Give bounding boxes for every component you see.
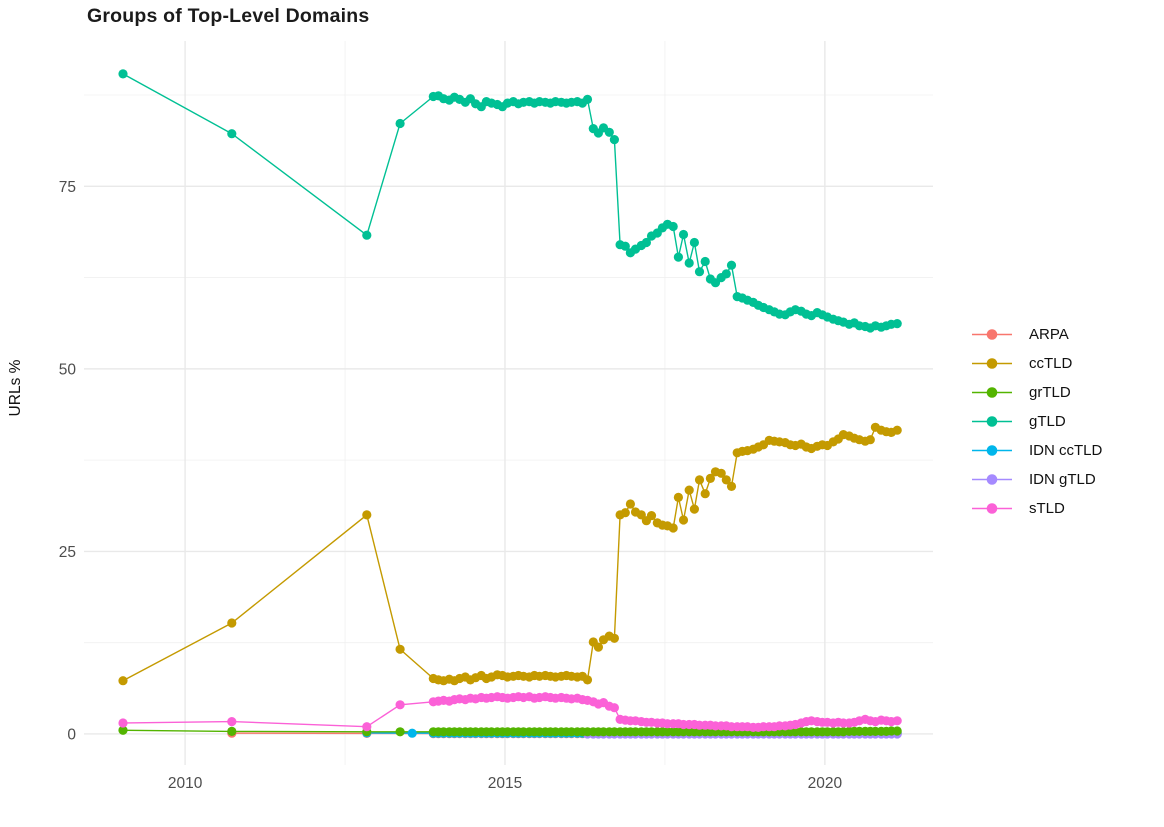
series-points-grTLD bbox=[118, 725, 902, 737]
data-point bbox=[118, 718, 128, 728]
data-point bbox=[620, 241, 630, 251]
data-point bbox=[892, 319, 902, 329]
data-point bbox=[726, 481, 737, 491]
data-point bbox=[362, 230, 372, 240]
data-point bbox=[673, 492, 684, 502]
data-point bbox=[668, 221, 678, 232]
legend-label: gTLD bbox=[1029, 413, 1066, 430]
series-line-gTLD bbox=[122, 73, 898, 329]
y-tick-label: 50 bbox=[59, 361, 77, 378]
data-point bbox=[609, 633, 620, 643]
legend-label: ccTLD bbox=[1029, 355, 1073, 372]
series-points-ccTLD bbox=[118, 422, 902, 686]
data-point bbox=[684, 258, 694, 268]
data-point bbox=[362, 722, 372, 732]
data-point bbox=[705, 473, 716, 483]
chart-title: Groups of Top-Level Domains bbox=[87, 5, 370, 27]
data-point bbox=[395, 644, 405, 654]
legend-key-icon bbox=[972, 329, 1012, 340]
x-tick-label: 2015 bbox=[488, 775, 522, 792]
data-point bbox=[227, 618, 237, 628]
series-lines bbox=[122, 73, 898, 735]
data-point bbox=[118, 69, 128, 79]
data-point bbox=[678, 229, 689, 240]
gridlines-major bbox=[84, 41, 933, 765]
legend-item-IDN-gTLD: IDN gTLD bbox=[971, 465, 1102, 494]
legend-key-icon bbox=[972, 387, 1012, 398]
data-point bbox=[678, 515, 689, 525]
legend-label: grTLD bbox=[1029, 384, 1071, 401]
data-point bbox=[700, 256, 710, 267]
data-point bbox=[582, 675, 593, 685]
x-tick-label: 2020 bbox=[808, 775, 843, 792]
legend-item-grTLD: grTLD bbox=[971, 378, 1102, 407]
legend-label: IDN ccTLD bbox=[1029, 442, 1103, 459]
data-point bbox=[694, 475, 705, 485]
data-point bbox=[118, 725, 128, 735]
data-point bbox=[668, 523, 678, 533]
data-point bbox=[684, 485, 694, 495]
legend: ARPA ccTLD grTLD gTLD IDN ccTLD IDN gTLD sTLD bbox=[971, 320, 1102, 523]
legend-label: ARPA bbox=[1029, 326, 1069, 343]
legend-key-icon bbox=[972, 474, 1012, 485]
legend-key-icon bbox=[972, 416, 1012, 427]
data-point bbox=[721, 269, 731, 279]
data-point bbox=[609, 135, 620, 145]
legend-key-icon bbox=[972, 503, 1012, 514]
legend-key-icon bbox=[972, 358, 1012, 369]
y-tick-label: 25 bbox=[59, 544, 76, 561]
legend-label: IDN gTLD bbox=[1029, 471, 1096, 488]
legend-item-sTLD: sTLD bbox=[971, 494, 1102, 523]
data-point bbox=[407, 728, 417, 738]
x-tick-label: 2010 bbox=[168, 775, 203, 792]
data-point bbox=[689, 237, 700, 248]
data-point bbox=[673, 252, 684, 262]
data-point bbox=[721, 475, 731, 485]
data-point bbox=[716, 468, 726, 478]
data-point bbox=[625, 499, 636, 509]
data-point bbox=[892, 425, 902, 435]
data-point bbox=[227, 717, 237, 727]
data-point bbox=[395, 118, 405, 129]
data-point bbox=[395, 727, 405, 737]
data-point bbox=[227, 726, 237, 737]
series-points bbox=[118, 69, 902, 739]
data-point bbox=[582, 94, 593, 104]
legend-key-icon bbox=[972, 445, 1012, 456]
legend-label: sTLD bbox=[1029, 500, 1065, 517]
data-point bbox=[865, 435, 875, 445]
data-point bbox=[689, 504, 700, 514]
data-point bbox=[118, 676, 128, 686]
series-points-sTLD bbox=[118, 692, 902, 733]
data-point bbox=[362, 510, 372, 520]
data-point bbox=[609, 703, 620, 713]
legend-item-IDN-ccTLD: IDN ccTLD bbox=[971, 436, 1102, 465]
y-tick-label: 75 bbox=[59, 179, 76, 196]
data-point bbox=[726, 260, 737, 270]
data-point bbox=[604, 127, 614, 137]
data-point bbox=[395, 700, 405, 710]
data-point bbox=[892, 726, 902, 736]
y-tick-label: 0 bbox=[67, 726, 76, 743]
data-point bbox=[593, 642, 604, 652]
data-point bbox=[694, 267, 705, 277]
series-points-gTLD bbox=[118, 69, 902, 333]
gridlines-minor bbox=[84, 41, 933, 765]
data-point bbox=[620, 508, 630, 518]
data-point bbox=[646, 510, 657, 521]
legend-item-ccTLD: ccTLD bbox=[971, 349, 1102, 378]
data-point bbox=[700, 489, 710, 499]
legend-item-ARPA: ARPA bbox=[971, 320, 1102, 349]
data-point bbox=[227, 129, 237, 139]
axis-tick-labels: 0 25 50 75 2010 2015 2020 bbox=[59, 179, 843, 792]
data-point bbox=[892, 716, 902, 726]
legend-item-gTLD: gTLD bbox=[971, 407, 1102, 436]
data-point bbox=[641, 237, 652, 248]
